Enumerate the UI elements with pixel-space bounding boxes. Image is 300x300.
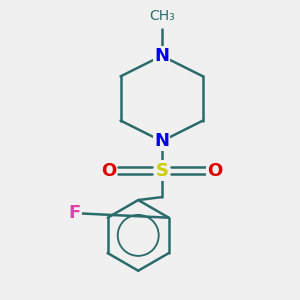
Text: O: O [101,162,116,180]
Text: CH₃: CH₃ [149,9,175,23]
Text: N: N [154,132,169,150]
Text: S: S [155,162,168,180]
Text: O: O [207,162,222,180]
Text: F: F [69,204,81,222]
Text: N: N [154,47,169,65]
